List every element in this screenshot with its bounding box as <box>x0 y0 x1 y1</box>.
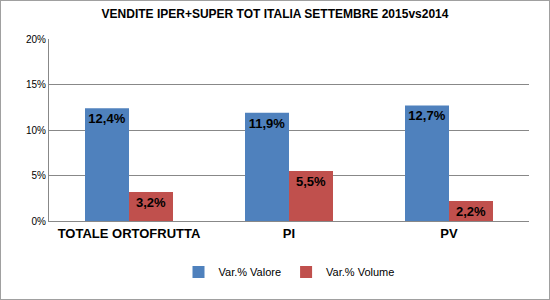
svg-text:10%: 10% <box>26 125 46 136</box>
svg-text:3,2%: 3,2% <box>136 195 166 210</box>
svg-text:20%: 20% <box>26 34 46 45</box>
svg-text:5%: 5% <box>32 170 47 181</box>
svg-text:PI: PI <box>283 226 295 241</box>
svg-text:2,2%: 2,2% <box>456 204 486 219</box>
svg-text:0%: 0% <box>32 216 47 227</box>
svg-text:PV: PV <box>440 226 458 241</box>
svg-text:Var.% Volume: Var.% Volume <box>326 266 394 278</box>
svg-text:TOTALE ORTOFRUTTA: TOTALE ORTOFRUTTA <box>58 226 201 241</box>
svg-text:12,4%: 12,4% <box>88 111 125 126</box>
svg-text:Var.% Valore: Var.% Valore <box>219 266 282 278</box>
svg-text:5,5%: 5,5% <box>296 174 326 189</box>
svg-text:11,9%: 11,9% <box>249 116 286 131</box>
svg-text:12,7%: 12,7% <box>408 108 445 123</box>
svg-text:VENDITE IPER+SUPER TOT ITALIA: VENDITE IPER+SUPER TOT ITALIA SETTEMBRE … <box>102 7 449 21</box>
svg-text:15%: 15% <box>26 79 46 90</box>
